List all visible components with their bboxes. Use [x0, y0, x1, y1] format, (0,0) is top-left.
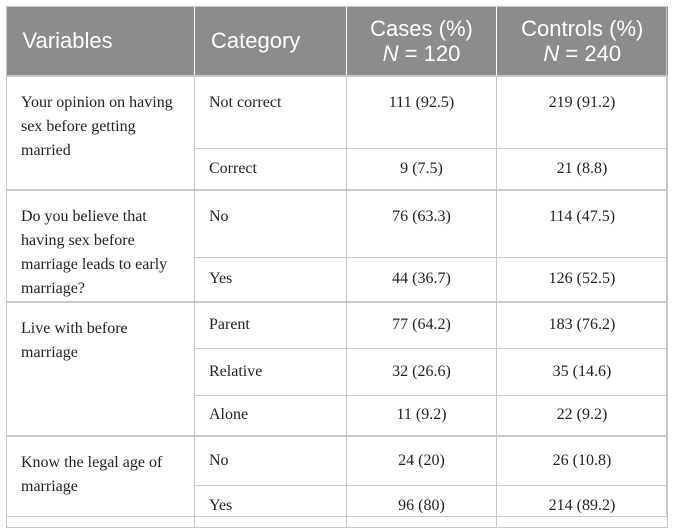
controls-cell: 21 (8.8) — [496, 147, 668, 191]
header-controls-n-symbol: N — [543, 40, 560, 66]
category-cell: Relative — [194, 347, 347, 396]
header-row: Variables Category Cases (%) N = 120 Con… — [6, 6, 668, 76]
category-cell: No — [194, 189, 347, 258]
variable-cell: Live with before marriage — [6, 301, 195, 437]
cases-cell: 11 (9.2) — [346, 394, 497, 437]
table-row: Alone 11 (9.2) 22 (9.2) — [7, 394, 668, 437]
controls-cell: 114 (47.5) — [496, 189, 668, 258]
cases-cell: 111 (92.5) — [346, 75, 497, 149]
header-cases-label: Cases (%) — [370, 15, 473, 41]
variable-cell: Know the legal age of marriage — [6, 435, 195, 528]
header-controls: Controls (%) N = 240 — [496, 6, 668, 76]
controls-cell: 26 (10.8) — [496, 435, 668, 486]
table-header: Variables Category Cases (%) N = 120 Con… — [6, 6, 668, 76]
header-controls-label: Controls (%) — [521, 15, 644, 41]
controls-cell: 214 (89.2) — [496, 484, 668, 528]
cases-cell: 44 (36.7) — [346, 256, 497, 303]
header-cases-n: N = 120 — [357, 41, 486, 66]
category-cell: Not correct — [194, 75, 347, 149]
category-cell: Yes — [194, 256, 347, 303]
table-row: Your opinion on having sex before gettin… — [6, 75, 668, 191]
category-cell: Correct — [194, 147, 347, 191]
controls-cell: 219 (91.2) — [496, 75, 668, 149]
category-cell: No — [194, 435, 347, 486]
table-row: Yes 44 (36.7) 126 (52.5) — [7, 256, 668, 303]
cases-cell: 76 (63.3) — [346, 189, 497, 258]
controls-cell: 22 (9.2) — [496, 394, 668, 437]
variable-cell: Your opinion on having sex before gettin… — [6, 75, 195, 191]
header-controls-n: N = 240 — [507, 41, 658, 66]
category-cell: Alone — [194, 394, 347, 437]
header-category: Category — [194, 6, 347, 76]
header-cases: Cases (%) N = 120 — [346, 6, 497, 76]
data-table: Variables Category Cases (%) N = 120 Con… — [6, 6, 668, 528]
header-cases-n-value: = 120 — [398, 40, 461, 66]
controls-cell: 183 (76.2) — [496, 301, 668, 349]
variable-cell: Do you believe that having sex before ma… — [6, 189, 195, 303]
cases-cell: 32 (26.6) — [346, 347, 497, 396]
header-controls-n-value: = 240 — [559, 40, 622, 66]
header-cases-n-symbol: N — [382, 40, 399, 66]
table-row: Live with before marriage Parent 77 (64.… — [6, 301, 668, 437]
category-cell: Parent — [194, 301, 347, 349]
table-row: Relative 32 (26.6) 35 (14.6) — [7, 347, 668, 396]
category-cell: Yes — [194, 484, 347, 528]
table-row: Yes 96 (80) 214 (89.2) — [7, 484, 668, 528]
controls-cell: 126 (52.5) — [496, 256, 668, 303]
table-body: Your opinion on having sex before gettin… — [6, 75, 668, 528]
table-row: Know the legal age of marriage No 24 (20… — [6, 435, 668, 528]
cases-cell: 24 (20) — [346, 435, 497, 486]
cases-cell: 9 (7.5) — [346, 147, 497, 191]
controls-cell: 35 (14.6) — [496, 347, 668, 396]
cases-cell: 96 (80) — [346, 484, 497, 528]
table-row: Do you believe that having sex before ma… — [6, 189, 668, 303]
header-variables: Variables — [6, 6, 195, 76]
table-row: Correct 9 (7.5) 21 (8.8) — [7, 147, 668, 191]
cases-cell: 77 (64.2) — [346, 301, 497, 349]
